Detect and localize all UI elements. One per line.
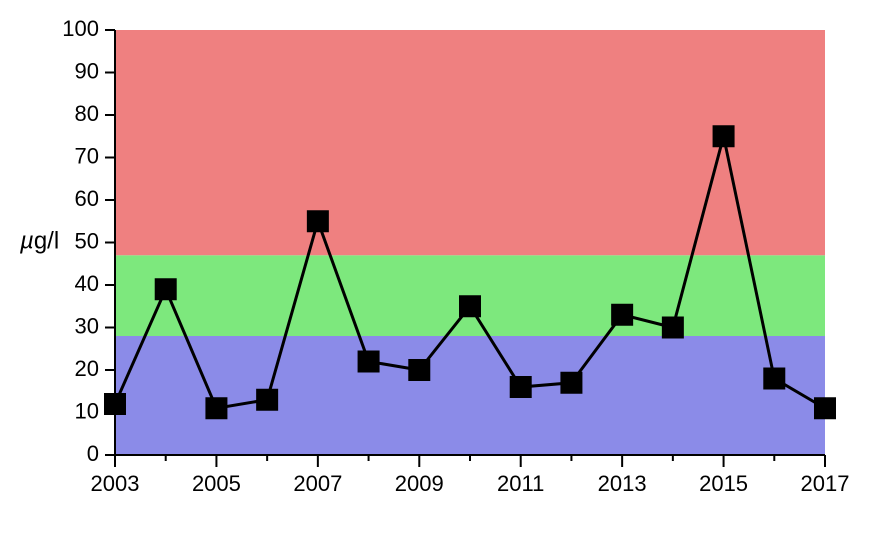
data-marker — [104, 393, 126, 415]
x-tick-label: 2015 — [699, 471, 748, 496]
data-marker — [205, 397, 227, 419]
y-axis-label: µg/l — [19, 228, 59, 255]
y-tick-label: 20 — [75, 356, 99, 381]
y-tick-label: 10 — [75, 398, 99, 423]
x-tick-label: 2013 — [598, 471, 647, 496]
concentration-chart: 0102030405060708090100200320052007200920… — [0, 0, 871, 537]
x-tick-label: 2007 — [293, 471, 342, 496]
y-tick-label: 70 — [75, 143, 99, 168]
x-tick-label: 2017 — [801, 471, 850, 496]
data-marker — [510, 376, 532, 398]
threshold-band — [115, 336, 825, 455]
y-tick-label: 40 — [75, 271, 99, 296]
y-tick-label: 90 — [75, 58, 99, 83]
y-tick-label: 30 — [75, 313, 99, 338]
x-tick-label: 2011 — [497, 471, 544, 496]
threshold-bands — [115, 30, 825, 455]
y-tick-label: 60 — [75, 186, 99, 211]
x-tick-label: 2005 — [192, 471, 241, 496]
y-tick-label: 80 — [75, 101, 99, 126]
data-marker — [459, 295, 481, 317]
data-marker — [256, 389, 278, 411]
y-tick-label: 50 — [75, 228, 99, 253]
data-marker — [307, 210, 329, 232]
data-marker — [662, 317, 684, 339]
x-ticks: 2003 2005 2007 2009 2011 2013 2015 2017 — [91, 455, 850, 496]
data-marker — [408, 359, 430, 381]
y-tick-label: 100 — [62, 16, 99, 41]
x-tick-label: 2003 — [91, 471, 140, 496]
data-marker — [814, 397, 836, 419]
data-marker — [155, 278, 177, 300]
x-tick-label: 2009 — [395, 471, 444, 496]
data-marker — [763, 368, 785, 390]
data-marker — [560, 372, 582, 394]
data-marker — [358, 351, 380, 373]
y-tick-label: 0 — [87, 441, 99, 466]
chart-container: 0102030405060708090100200320052007200920… — [0, 0, 871, 537]
data-marker — [713, 125, 735, 147]
data-marker — [611, 304, 633, 326]
